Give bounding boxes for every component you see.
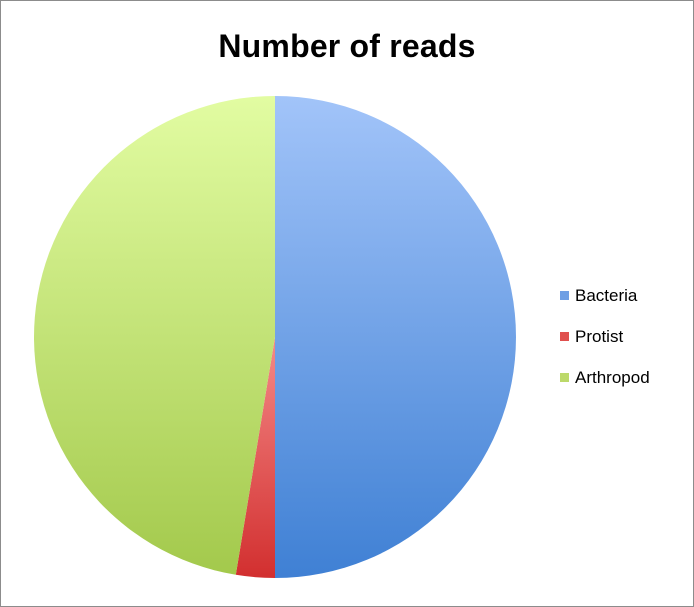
legend-label-bacteria: Bacteria: [575, 285, 638, 305]
pie-slice-protist: [235, 337, 275, 578]
legend-swatch-bacteria: [560, 291, 569, 300]
legend-swatch-protist: [560, 332, 569, 341]
legend-item-arthropod: Arthropod: [560, 367, 650, 388]
pie-slice-arthropod: [34, 96, 275, 575]
pie-slice-bacteria: [275, 96, 516, 578]
legend-label-arthropod: Arthropod: [575, 367, 650, 387]
legend-item-bacteria: Bacteria: [560, 285, 650, 306]
legend-label-protist: Protist: [575, 326, 624, 346]
legend-item-protist: Protist: [560, 326, 650, 347]
chart-title: Number of reads: [218, 28, 476, 64]
chart-legend: Bacteria Protist Arthropod: [560, 285, 650, 408]
legend-swatch-arthropod: [560, 373, 569, 382]
